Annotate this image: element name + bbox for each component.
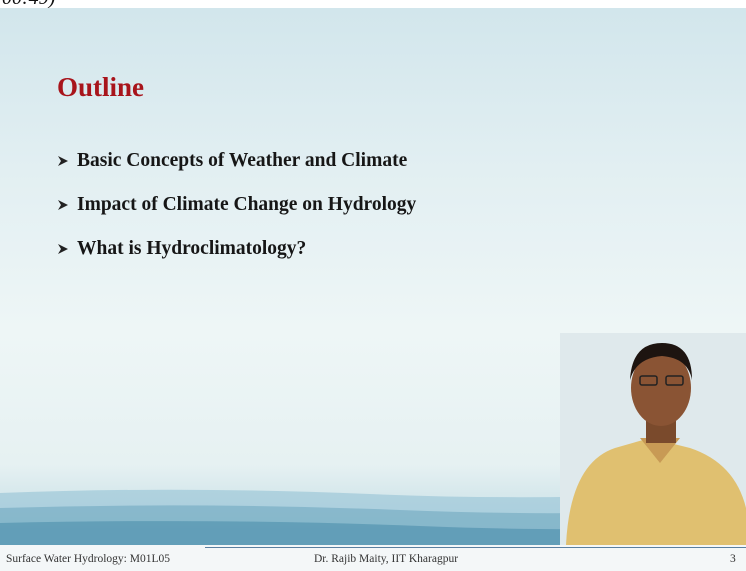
bullet-item: Basic Concepts of Weather and Climate [57,139,416,183]
slide-title: Outline [57,72,144,103]
page: {"timestamp": "00:49)", "slide": {"title… [0,0,746,571]
footer-author: Dr. Rajib Maity, IIT Kharagpur [314,553,458,565]
footer-course: Surface Water Hydrology: M01L05 [6,553,170,565]
footer-rule [205,547,746,548]
bullet-text: Basic Concepts of Weather and Climate [77,150,407,172]
bullet-item: What is Hydroclimatology? [57,227,416,271]
slide: Outline Basic Concepts of Weather and Cl… [0,8,746,545]
page-number: 3 [730,553,736,565]
presenter [560,333,746,545]
bullet-arrow [57,155,69,167]
bullet-arrow [57,243,69,255]
bullet-text: What is Hydroclimatology? [77,238,306,260]
footer: Surface Water Hydrology: M01L05 Dr. Raji… [0,545,746,571]
bullet-list: Basic Concepts of Weather and Climate Imp… [57,139,416,271]
bullet-arrow [57,199,69,211]
bullet-text: Impact of Climate Change on Hydrology [77,194,416,216]
bullet-item: Impact of Climate Change on Hydrology [57,183,416,227]
